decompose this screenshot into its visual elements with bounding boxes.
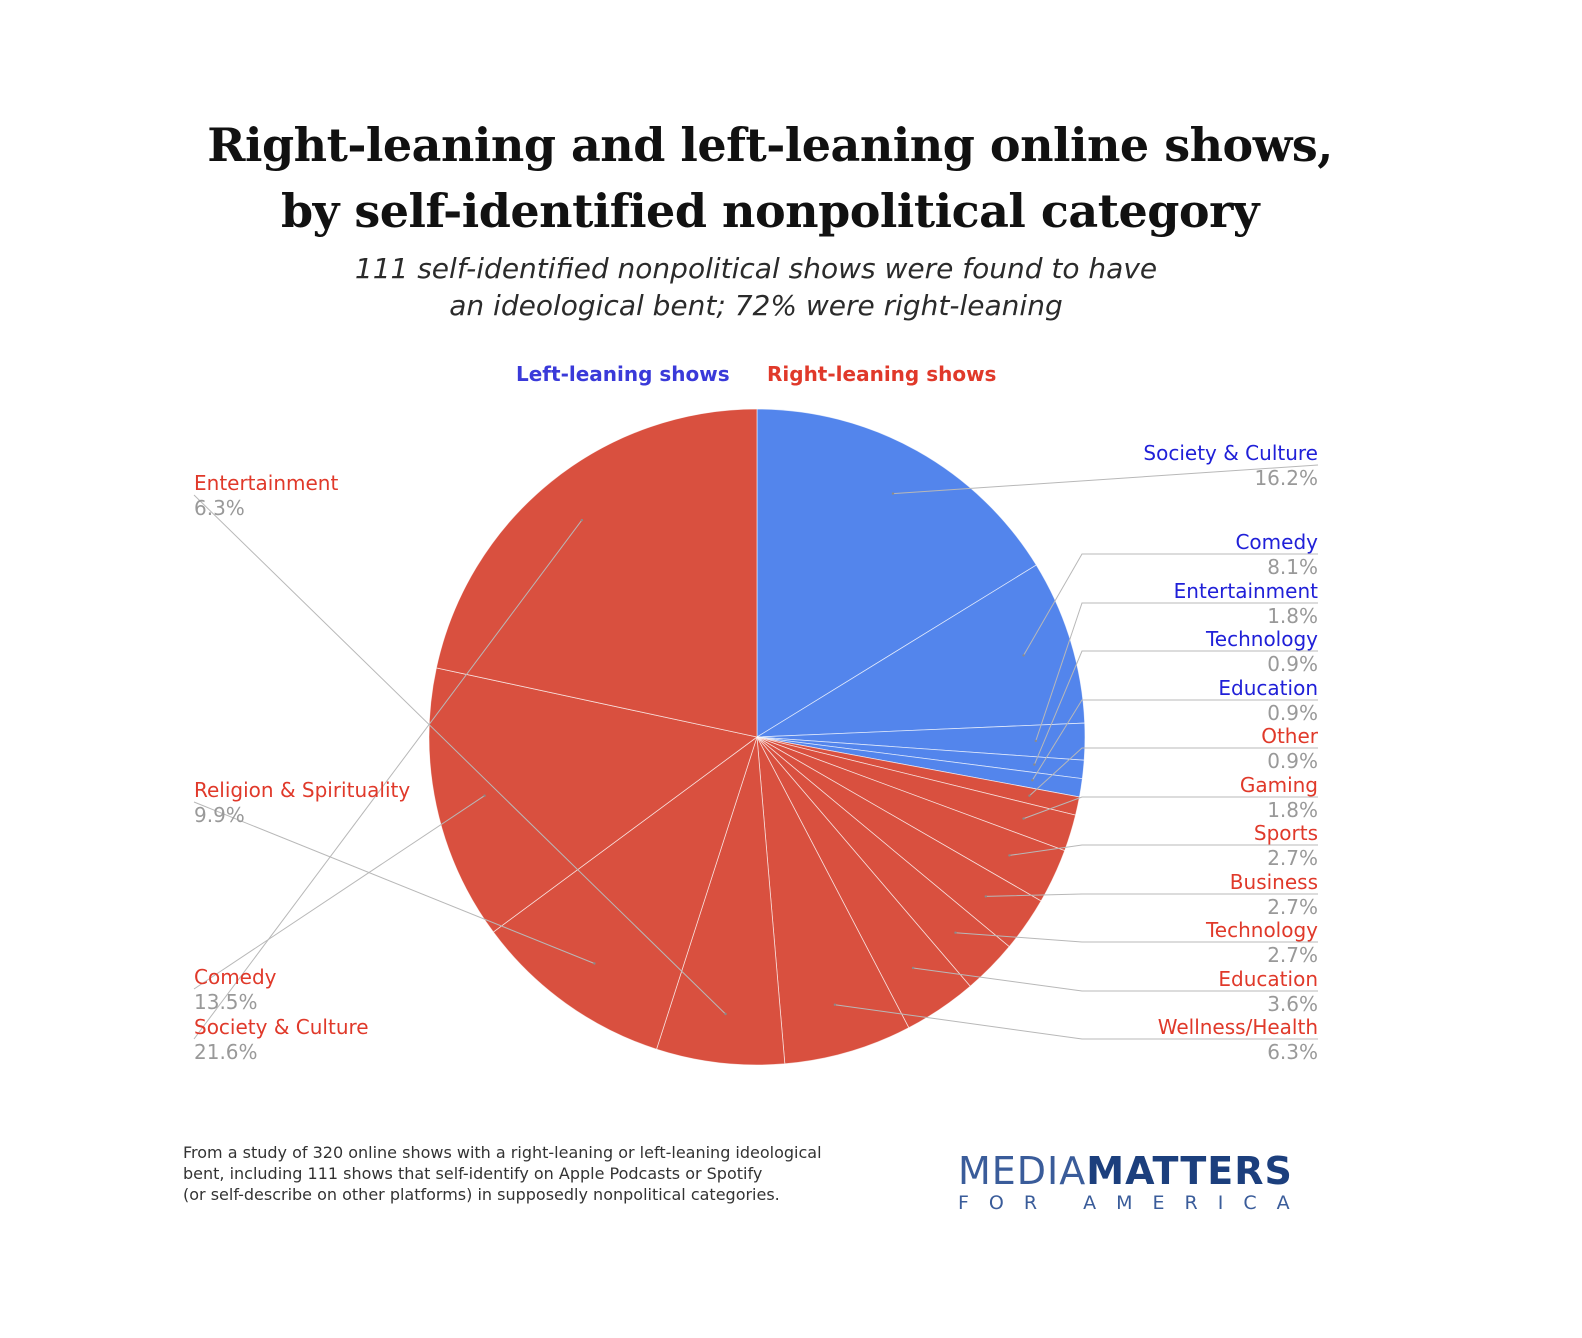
slice-right-wellness-health-value: 6.3%: [1267, 1040, 1318, 1064]
slice-right-religion-and-spirituality-value: 9.9%: [194, 803, 245, 827]
slice-right-education-label: Education: [1218, 967, 1318, 991]
slice-right-gaming-leader-dot: [1022, 817, 1025, 820]
slice-left-entertainment-value: 1.8%: [1267, 604, 1318, 628]
slice-right-entertainment-leader-dot: [724, 1012, 727, 1016]
slice-right-wellness-health-label: Wellness/Health: [1158, 1015, 1318, 1039]
slice-left-comedy-label: Comedy: [1235, 530, 1318, 554]
slice-right-society-and-culture-value: 21.6%: [194, 1040, 258, 1064]
logo-wordmark: MEDIAMATTERS: [958, 1150, 1318, 1192]
slice-right-other-label: Other: [1261, 724, 1319, 748]
slice-right-entertainment: [656, 736, 786, 1066]
footnote-line-1: From a study of 320 online shows with a …: [183, 1143, 822, 1162]
slice-right-comedy-label: Comedy: [194, 965, 277, 989]
slice-left-entertainment-label: Entertainment: [1174, 579, 1318, 603]
pie-leader-lines: [193, 464, 1319, 1040]
slice-right-society-and-culture: [435, 408, 758, 738]
slice-right-wellness-health: [756, 736, 910, 1065]
slice-right-society-and-culture-leader: [193, 519, 583, 1040]
slice-left-comedy-leader: [1023, 553, 1318, 656]
slice-right-comedy-value: 13.5%: [194, 990, 258, 1014]
legend-left-leaning: Left-leaning shows: [516, 362, 730, 386]
logo-tagline: FOR AMERICA: [958, 1192, 1310, 1214]
slice-left-society-and-culture: [756, 408, 1037, 738]
slice-right-education-leader-dot: [911, 966, 915, 970]
slice-right-comedy: [428, 667, 758, 933]
chart-title-line-1: Right-leaning and left-leaning online sh…: [207, 118, 1333, 172]
slice-left-society-and-culture-value: 16.2%: [1254, 466, 1318, 490]
chart-title: Right-leaning and left-leaning online sh…: [0, 112, 1540, 244]
logo-word-matters: MATTERS: [1086, 1149, 1293, 1193]
slice-right-other-leader: [1029, 747, 1318, 797]
slice-right-sports-label: Sports: [1254, 821, 1318, 845]
slice-right-religion-and-spirituality-leader-dot: [593, 962, 596, 965]
pie-slices: [428, 408, 1086, 1066]
slice-left-technology-leader-dot: [1033, 763, 1036, 766]
slice-left-comedy: [755, 564, 1086, 738]
slice-right-technology-value: 2.7%: [1267, 943, 1318, 967]
slice-left-technology-leader: [1033, 650, 1318, 765]
slice-right-religion-and-spirituality-label: Religion & Spirituality: [194, 778, 410, 802]
slice-left-education-leader: [1031, 699, 1318, 781]
chart-title-line-2: by self-identified nonpolitical category: [280, 184, 1260, 238]
slice-right-gaming-value: 1.8%: [1267, 798, 1318, 822]
chart-subtitle: 111 self-identified nonpolitical shows w…: [0, 250, 1512, 324]
slice-right-technology-label: Technology: [1205, 918, 1318, 942]
slice-right-sports-value: 2.7%: [1267, 846, 1318, 870]
footnote-line-3: (or self-describe on other platforms) in…: [183, 1185, 780, 1204]
slice-left-entertainment-leader-dot: [1034, 739, 1038, 743]
slice-right-technology-leader: [955, 932, 1318, 943]
pie-labels: Society & Culture16.2%Comedy8.1%Entertai…: [194, 441, 1319, 1064]
slice-left-comedy-leader-dot: [1022, 654, 1025, 657]
slice-right-other-value: 0.9%: [1267, 749, 1318, 773]
chart-legend: Left-leaning shows Right-leaning shows: [0, 358, 1582, 394]
chart-subtitle-line-2: an ideological bent; 72% were right-lean…: [449, 289, 1063, 322]
chart-subtitle-line-1: 111 self-identified nonpolitical shows w…: [354, 252, 1158, 285]
slice-left-society-and-culture-leader-dot: [891, 492, 895, 495]
slice-left-education-value: 0.9%: [1267, 701, 1318, 725]
footnote: From a study of 320 online shows with a …: [183, 1142, 943, 1205]
slice-right-education-leader: [913, 967, 1318, 992]
logo-word-media: MEDIA: [958, 1149, 1087, 1193]
legend-right-leaning: Right-leaning shows: [767, 362, 997, 386]
media-matters-logo: MEDIAMATTERS FOR AMERICA: [958, 1150, 1318, 1214]
slice-right-other-leader-dot: [1028, 794, 1031, 797]
slice-left-education-leader-dot: [1031, 779, 1034, 782]
slice-left-society-and-culture-leader: [892, 464, 1319, 495]
slice-right-sports-leader-dot: [1008, 854, 1011, 857]
slice-right-entertainment-label: Entertainment: [194, 471, 338, 495]
slice-right-society-and-culture-label: Society & Culture: [194, 1015, 369, 1039]
slice-right-entertainment-value: 6.3%: [194, 496, 245, 520]
slice-right-education-value: 3.6%: [1267, 992, 1318, 1016]
slice-right-wellness-health-leader: [834, 1004, 1318, 1040]
slice-right-sports-leader: [1009, 844, 1318, 856]
slice-right-entertainment-leader: [193, 494, 726, 1015]
slice-right-religion-and-spirituality-leader: [193, 801, 595, 964]
slice-right-religion-and-spirituality: [492, 735, 758, 1050]
slice-left-comedy-value: 8.1%: [1267, 555, 1318, 579]
slice-right-gaming-leader: [1023, 796, 1318, 820]
slice-right-business-value: 2.7%: [1267, 895, 1318, 919]
slice-right-comedy-leader-dot: [483, 794, 486, 797]
slice-right-society-and-culture-leader-dot: [580, 518, 584, 522]
slice-left-entertainment-leader: [1035, 602, 1318, 742]
slice-left-technology-value: 0.9%: [1267, 652, 1318, 676]
slice-right-technology-leader-dot: [954, 931, 957, 934]
slice-right-gaming-label: Gaming: [1240, 773, 1318, 797]
slice-right-business-leader: [985, 893, 1318, 897]
slice-left-technology-label: Technology: [1205, 627, 1318, 651]
slice-left-society-and-culture-label: Society & Culture: [1143, 441, 1318, 465]
slice-right-business-label: Business: [1230, 870, 1318, 894]
slice-right-wellness-health-leader-dot: [833, 1003, 837, 1006]
slice-left-education-label: Education: [1218, 676, 1318, 700]
slice-right-business-leader-dot: [984, 895, 987, 898]
footnote-line-2: bent, including 111 shows that self-iden…: [183, 1164, 763, 1183]
slice-right-comedy-leader: [193, 795, 485, 990]
